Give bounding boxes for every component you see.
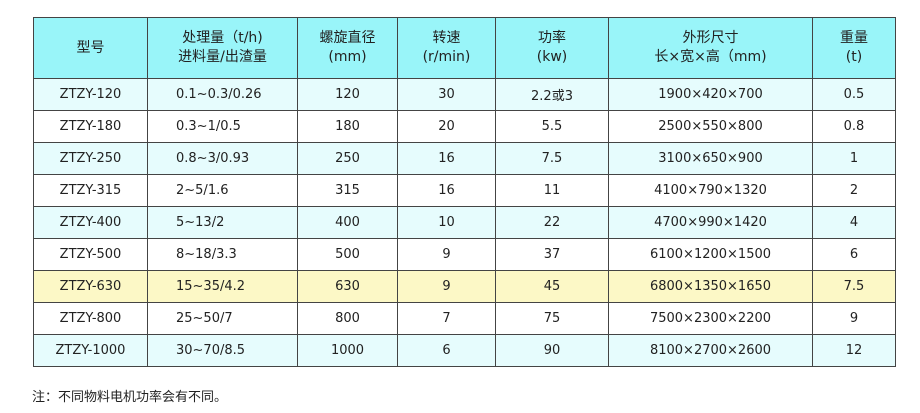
table-cell: 2500×550×800	[608, 110, 813, 143]
header-unit: (r/min)	[422, 49, 471, 65]
table-cell: 3100×650×900	[608, 142, 813, 175]
table-cell: 4700×990×1420	[608, 206, 813, 239]
spec-table: 型号 处理量（t/h) 进料量/出渣量 螺旋直径 (mm) 转速 (r/min) 功率 (kw)…	[33, 17, 896, 367]
column-header: 功率 (kw)	[495, 17, 609, 79]
table-cell: 250	[297, 142, 398, 175]
table-cell: 9	[397, 270, 496, 303]
table-cell: 5~13/2	[147, 206, 298, 239]
table-cell: ZTZY-120	[33, 78, 148, 111]
table-cell: 1	[812, 142, 896, 175]
table-cell: 6800×1350×1650	[608, 270, 813, 303]
table-cell: 15~35/4.2	[147, 270, 298, 303]
table-row: ZTZY-630 15~35/4.2 630 9 45 6800×1350×1650 7.5	[33, 270, 896, 303]
table-cell: 120	[297, 78, 398, 111]
table-row: ZTZY-800 25~50/7 800 7 75 7500×2300×2200 9	[33, 302, 896, 335]
table-cell: ZTZY-315	[33, 174, 148, 207]
table-cell: ZTZY-400	[33, 206, 148, 239]
header-unit: 进料量/出渣量	[178, 49, 267, 65]
table-row: ZTZY-120 0.1~0.3/0.26 120 30 2.2或3 1900×420×7…	[33, 78, 896, 111]
table-cell: 2~5/1.6	[147, 174, 298, 207]
table-cell: 9	[812, 302, 896, 335]
header-line: 功率	[538, 30, 566, 46]
table-cell: 0.5	[812, 78, 896, 111]
table-cell: 6	[397, 334, 496, 367]
table-cell: 0.8	[812, 110, 896, 143]
footnote: 注：不同物料电机功率会有不同。	[32, 390, 228, 405]
table-cell: 630	[297, 270, 398, 303]
table-cell: 315	[297, 174, 398, 207]
table-cell: 16	[397, 142, 496, 175]
table-cell: 11	[495, 174, 609, 207]
header-line: 外形尺寸	[682, 30, 739, 46]
table-cell: ZTZY-630	[33, 270, 148, 303]
table-cell: 22	[495, 206, 609, 239]
table-cell: 8100×2700×2600	[608, 334, 813, 367]
header-line: 型号	[76, 39, 105, 56]
table-row: ZTZY-1000 30~70/8.5 1000 6 90 8100×2700×2600 1…	[33, 334, 896, 367]
header-line: 转速	[432, 30, 461, 46]
header-row: 型号 处理量（t/h) 进料量/出渣量 螺旋直径 (mm) 转速 (r/min) 功率 (kw)…	[33, 17, 896, 79]
table-cell: 10	[397, 206, 496, 239]
table-cell: 0.8~3/0.93	[147, 142, 298, 175]
table-cell: ZTZY-800	[33, 302, 148, 335]
table-cell: 7.5	[495, 142, 609, 175]
column-header: 重量 (t)	[812, 17, 896, 79]
table-cell: 6100×1200×1500	[608, 238, 813, 271]
header-unit: (t)	[845, 49, 863, 65]
table-cell: 45	[495, 270, 609, 303]
table-cell: 7.5	[812, 270, 896, 303]
table-cell: 25~50/7	[147, 302, 298, 335]
table-cell: 4	[812, 206, 896, 239]
table-row: ZTZY-500 8~18/3.3 500 9 37 6100×1200×1500 6	[33, 238, 896, 271]
table-cell: 1900×420×700	[608, 78, 813, 111]
table-cell: 75	[495, 302, 609, 335]
column-header: 外形尺寸长×宽×高（mm)	[608, 17, 813, 79]
table-cell: 5.5	[495, 110, 609, 143]
table-cell: 2	[812, 174, 896, 207]
table-cell: 8~18/3.3	[147, 238, 298, 271]
table-cell: 7	[397, 302, 496, 335]
table-cell: 0.3~1/0.5	[147, 110, 298, 143]
table-cell: 30	[397, 78, 496, 111]
table-row: ZTZY-250 0.8~3/0.93 250 16 7.5 3100×650×900 1	[33, 142, 896, 175]
column-header: 转速 (r/min)	[397, 17, 496, 79]
table-cell: 12	[812, 334, 896, 367]
table-cell: 4100×790×1320	[608, 174, 813, 207]
table-cell: 6	[812, 238, 896, 271]
table-cell: 500	[297, 238, 398, 271]
table-cell: ZTZY-180	[33, 110, 148, 143]
table-cell: 7500×2300×2200	[608, 302, 813, 335]
table-cell: 37	[495, 238, 609, 271]
header-line: 处理量（t/h)	[182, 30, 263, 46]
header-line: 螺旋直径	[319, 30, 376, 46]
table-cell: 20	[397, 110, 496, 143]
table-cell: ZTZY-500	[33, 238, 148, 271]
table-cell: 1000	[297, 334, 398, 367]
table-cell: 180	[297, 110, 398, 143]
header-unit: 长×宽×高（mm)	[654, 49, 767, 65]
table-cell: 0.1~0.3/0.26	[147, 78, 298, 111]
column-header: 螺旋直径 (mm)	[297, 17, 398, 79]
table-cell: 2.2或3	[495, 78, 609, 111]
table-row: ZTZY-400 5~13/2 400 10 22 4700×990×1420 4	[33, 206, 896, 239]
header-line: 重量	[840, 30, 868, 46]
table-row: ZTZY-180 0.3~1/0.5 180 20 5.5 2500×550×800 0.8	[33, 110, 896, 143]
table-cell: 90	[495, 334, 609, 367]
table-cell: ZTZY-250	[33, 142, 148, 175]
table-cell: ZTZY-1000	[33, 334, 148, 367]
table-cell: 800	[297, 302, 398, 335]
header-unit: (mm)	[328, 49, 367, 65]
table-cell: 16	[397, 174, 496, 207]
table-cell: 400	[297, 206, 398, 239]
header-unit: (kw)	[536, 49, 568, 65]
table-row: ZTZY-315 2~5/1.6 315 16 11 4100×790×1320 2	[33, 174, 896, 207]
column-header: 处理量（t/h) 进料量/出渣量	[147, 17, 298, 79]
column-header: 型号	[33, 17, 148, 79]
table-cell: 9	[397, 238, 496, 271]
table-cell: 30~70/8.5	[147, 334, 298, 367]
